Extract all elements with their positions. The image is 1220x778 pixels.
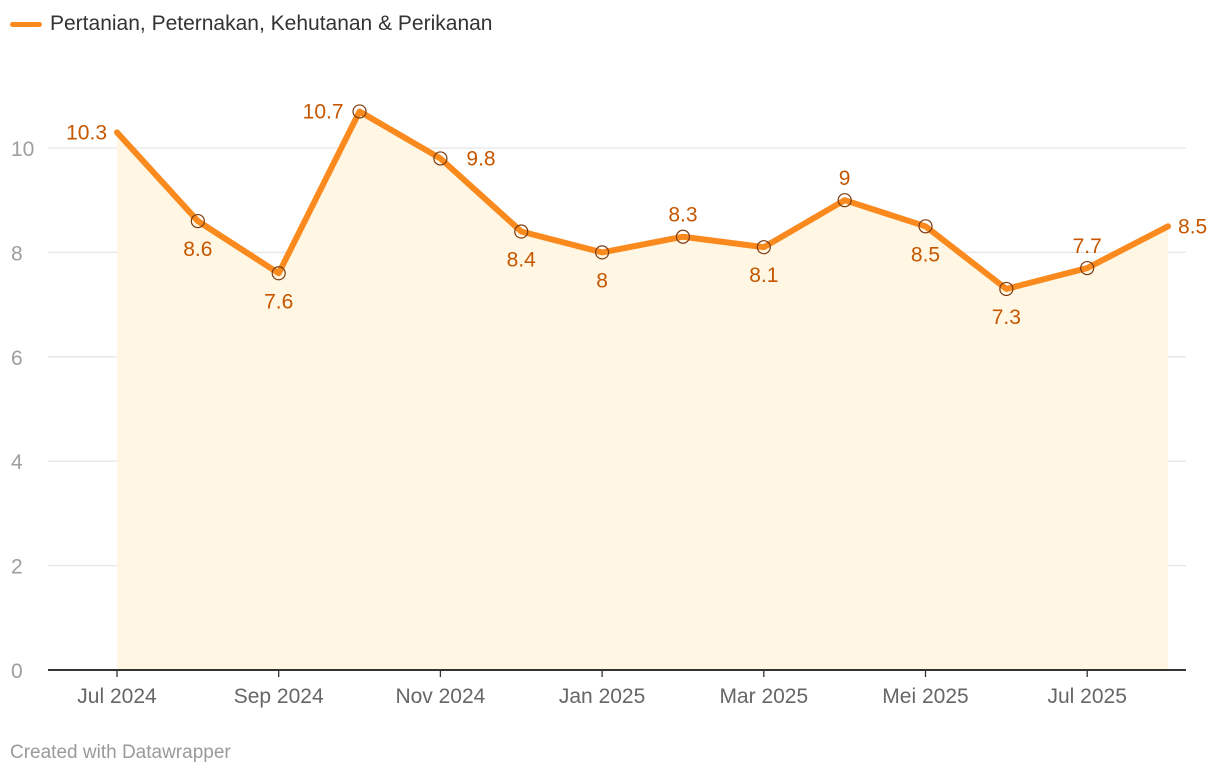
x-axis: Jul 2024 Sep 2024 Nov 2024 Jan 2025 Mar 2025… bbox=[48, 669, 1186, 708]
series-polyline bbox=[114, 108, 1172, 292]
footer-credit: Created with Datawrapper bbox=[10, 742, 231, 763]
data-point bbox=[271, 266, 286, 281]
data-point bbox=[352, 104, 367, 119]
y-tick-label: 6 bbox=[11, 347, 23, 370]
data-point bbox=[918, 219, 933, 234]
data-label: 10.7 bbox=[303, 100, 344, 123]
data-label: 7.3 bbox=[992, 306, 1021, 329]
data-point bbox=[675, 229, 691, 244]
x-tick-label: Jul 2024 bbox=[77, 685, 157, 708]
data-label: 9 bbox=[839, 167, 851, 190]
data-label: 8.4 bbox=[507, 249, 537, 272]
data-points bbox=[190, 104, 1095, 297]
x-tick-label: Jul 2025 bbox=[1047, 685, 1126, 708]
area-shape bbox=[117, 111, 1169, 670]
data-label: 9.8 bbox=[466, 147, 495, 170]
y-tick-label: 2 bbox=[11, 556, 23, 579]
x-tick-label: Mei 2025 bbox=[882, 685, 968, 708]
legend: Pertanian, Peternakan, Kehutanan & Perik… bbox=[10, 12, 492, 36]
data-labels: 10.3 8.6 7.6 10.7 9.8 8.4 8 8.3 8.1 9 8.5 7.3 7.7 8.5 bbox=[66, 100, 1207, 328]
y-tick-label: 4 bbox=[11, 451, 23, 474]
y-tick-label: 10 bbox=[11, 138, 34, 161]
data-point bbox=[433, 151, 448, 166]
data-label: 8.6 bbox=[183, 238, 212, 261]
x-tick-label: Sep 2024 bbox=[234, 685, 324, 708]
data-point bbox=[1080, 260, 1095, 276]
data-point bbox=[514, 224, 529, 239]
data-label: 8.5 bbox=[911, 243, 940, 266]
data-label: 10.3 bbox=[66, 121, 107, 144]
legend-swatch bbox=[10, 21, 42, 27]
data-label: 8 bbox=[596, 269, 608, 292]
y-tick-label: 8 bbox=[11, 242, 23, 265]
area-fill bbox=[117, 111, 1169, 670]
data-point bbox=[999, 281, 1014, 297]
data-label: 7.6 bbox=[264, 290, 293, 313]
data-label: 8.5 bbox=[1178, 215, 1207, 238]
data-label: 8.1 bbox=[749, 264, 778, 287]
data-point bbox=[837, 193, 852, 208]
y-tick-label: 0 bbox=[11, 660, 23, 683]
data-point bbox=[190, 213, 205, 229]
data-label: 8.3 bbox=[668, 204, 697, 227]
data-point bbox=[594, 245, 610, 260]
data-label: 7.7 bbox=[1073, 235, 1102, 258]
x-tick-label: Nov 2024 bbox=[395, 685, 485, 708]
legend-label: Pertanian, Peternakan, Kehutanan & Perik… bbox=[50, 12, 493, 35]
data-point bbox=[756, 240, 771, 255]
series-line bbox=[114, 108, 1172, 292]
x-tick-label: Mar 2025 bbox=[719, 685, 808, 708]
x-tick-label: Jan 2025 bbox=[559, 685, 645, 708]
